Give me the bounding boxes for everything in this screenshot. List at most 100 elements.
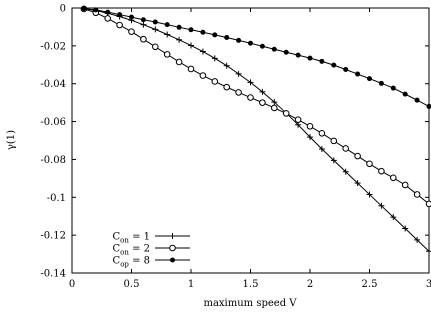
legend-name: C — [113, 232, 121, 243]
data-point — [282, 110, 290, 117]
x-tick-label: 1.5 — [243, 279, 259, 290]
data-point — [402, 225, 409, 232]
data-point — [342, 168, 349, 175]
data-point — [199, 72, 207, 79]
data-point — [306, 123, 314, 130]
data-point — [259, 43, 265, 49]
data-point — [224, 35, 230, 41]
data-point — [354, 152, 361, 160]
data-point — [93, 7, 99, 13]
data-point — [152, 26, 159, 33]
data-point — [378, 202, 385, 209]
legend-label: Con = 1 — [113, 232, 151, 245]
data-point — [330, 157, 337, 164]
legend-name: C — [113, 256, 121, 267]
data-point — [163, 51, 171, 58]
data-point — [187, 65, 195, 73]
data-point — [176, 36, 183, 43]
x-tick-label: 0 — [69, 279, 75, 290]
data-point — [129, 14, 134, 20]
legend-suffix: = 2 — [129, 244, 150, 255]
data-point — [378, 167, 385, 175]
data-point — [402, 91, 408, 97]
data-point — [175, 58, 183, 66]
series-lines — [83, 8, 430, 252]
data-point — [307, 55, 313, 61]
axis-tick-labels: 0 0.5 1 1.5 2 2.5 3 0 -0.02 -0.04 -0.06 -0.08 -0.1 -0… — [40, 4, 431, 291]
data-point — [343, 67, 349, 73]
y-tick-label: -0.14 — [40, 269, 66, 280]
data-point — [366, 191, 373, 198]
data-point — [164, 22, 170, 28]
plot-frame — [71, 7, 430, 274]
series-line-3 — [83, 8, 430, 107]
data-point — [236, 37, 242, 43]
legend-entry-3: Cop = 8 — [113, 256, 190, 269]
legend-marker — [170, 257, 175, 263]
series-line-1 — [83, 8, 430, 252]
legend-label: Con = 2 — [113, 244, 151, 257]
y-axis-label: γ(1) — [6, 130, 17, 150]
data-point — [140, 35, 147, 43]
data-point — [307, 134, 313, 141]
data-point — [401, 181, 409, 189]
data-point — [104, 15, 111, 22]
data-point — [81, 6, 87, 12]
data-point — [330, 137, 338, 145]
legend-subscript: on — [120, 237, 129, 245]
y-tick-label: 0 — [60, 4, 66, 15]
data-point — [331, 62, 337, 68]
data-point — [105, 9, 111, 15]
data-point — [223, 83, 230, 91]
x-tick-label: 2 — [307, 279, 313, 290]
data-point — [223, 62, 230, 69]
y-tick-label: -0.04 — [40, 79, 66, 90]
x-tick-label: 1 — [188, 279, 194, 290]
y-tick-label: -0.12 — [40, 231, 66, 242]
data-point — [342, 145, 350, 152]
data-point — [414, 97, 420, 103]
data-point — [378, 80, 384, 86]
series-line-2 — [83, 8, 430, 205]
legend-subscript: op — [120, 261, 129, 269]
y-tick-label: -0.02 — [40, 41, 66, 52]
data-point — [318, 130, 326, 137]
data-point — [200, 29, 206, 35]
data-point — [176, 24, 182, 30]
data-point — [319, 58, 325, 64]
data-point — [390, 85, 396, 91]
data-point — [271, 104, 278, 112]
data-point — [140, 17, 146, 23]
legend-entry-1: Con = 1 — [113, 232, 190, 245]
y-tick-label: -0.06 — [40, 117, 66, 128]
data-point — [152, 43, 159, 51]
data-point — [413, 191, 421, 198]
x-tick-label: 2.5 — [362, 279, 378, 290]
data-point — [164, 31, 171, 38]
legend-marker — [169, 244, 176, 252]
data-point — [414, 236, 421, 243]
data-point — [188, 27, 194, 33]
x-tick-label: 0.5 — [124, 279, 140, 290]
data-point — [117, 12, 123, 18]
data-point — [248, 40, 253, 46]
data-point — [390, 214, 397, 221]
data-point — [425, 200, 431, 208]
series-2-points — [80, 5, 431, 208]
series-3-points — [81, 6, 431, 109]
y-tick-label: -0.1 — [47, 193, 66, 204]
legend-suffix: = 1 — [129, 232, 150, 243]
data-point — [390, 174, 397, 182]
data-point — [211, 78, 219, 85]
data-point — [294, 116, 302, 123]
axis-ticks — [71, 7, 430, 274]
data-point — [235, 89, 242, 96]
data-point — [283, 49, 289, 55]
data-point — [355, 71, 361, 77]
y-tick-label: -0.08 — [40, 155, 66, 166]
legend-suffix: = 8 — [129, 256, 150, 267]
data-point — [354, 180, 361, 187]
data-point — [140, 21, 147, 28]
